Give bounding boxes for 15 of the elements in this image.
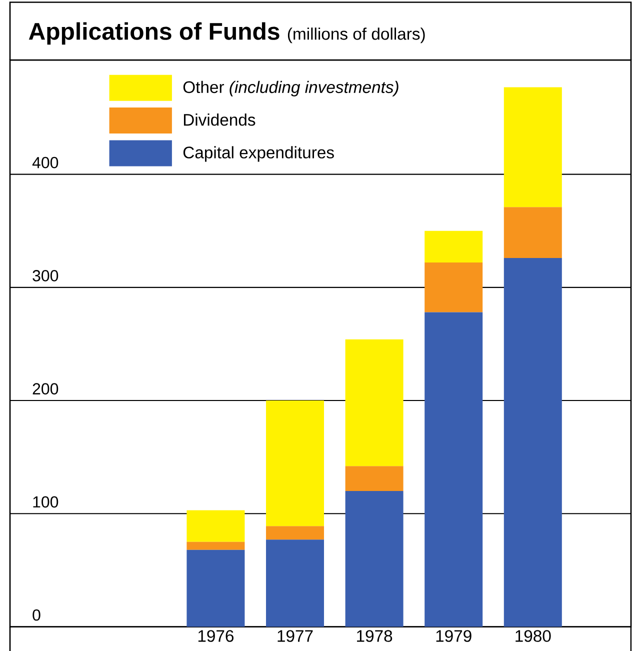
x-tick-label: 1978 <box>357 630 392 642</box>
y-tick-label: 300 <box>32 270 58 282</box>
legend-label: Dividends <box>184 114 256 126</box>
y-tick-label: 100 <box>33 496 58 508</box>
x-tick-label: 1976 <box>198 630 234 642</box>
legend-label: Other (including investments) <box>183 80 398 96</box>
legend-label: Capital expenditures <box>183 146 334 162</box>
y-tick-label: 200 <box>32 383 58 394</box>
x-tick-label: 1980 <box>516 630 551 642</box>
y-tick-label: 400 <box>32 156 58 168</box>
x-tick-label: 1979 <box>436 630 472 642</box>
chart-subtitle: (millions of dollars) <box>288 28 425 44</box>
chart-title: Applications of Funds <box>28 22 280 45</box>
x-tick-label: 1977 <box>278 630 313 642</box>
y-tick-label: 0 <box>32 609 40 621</box>
